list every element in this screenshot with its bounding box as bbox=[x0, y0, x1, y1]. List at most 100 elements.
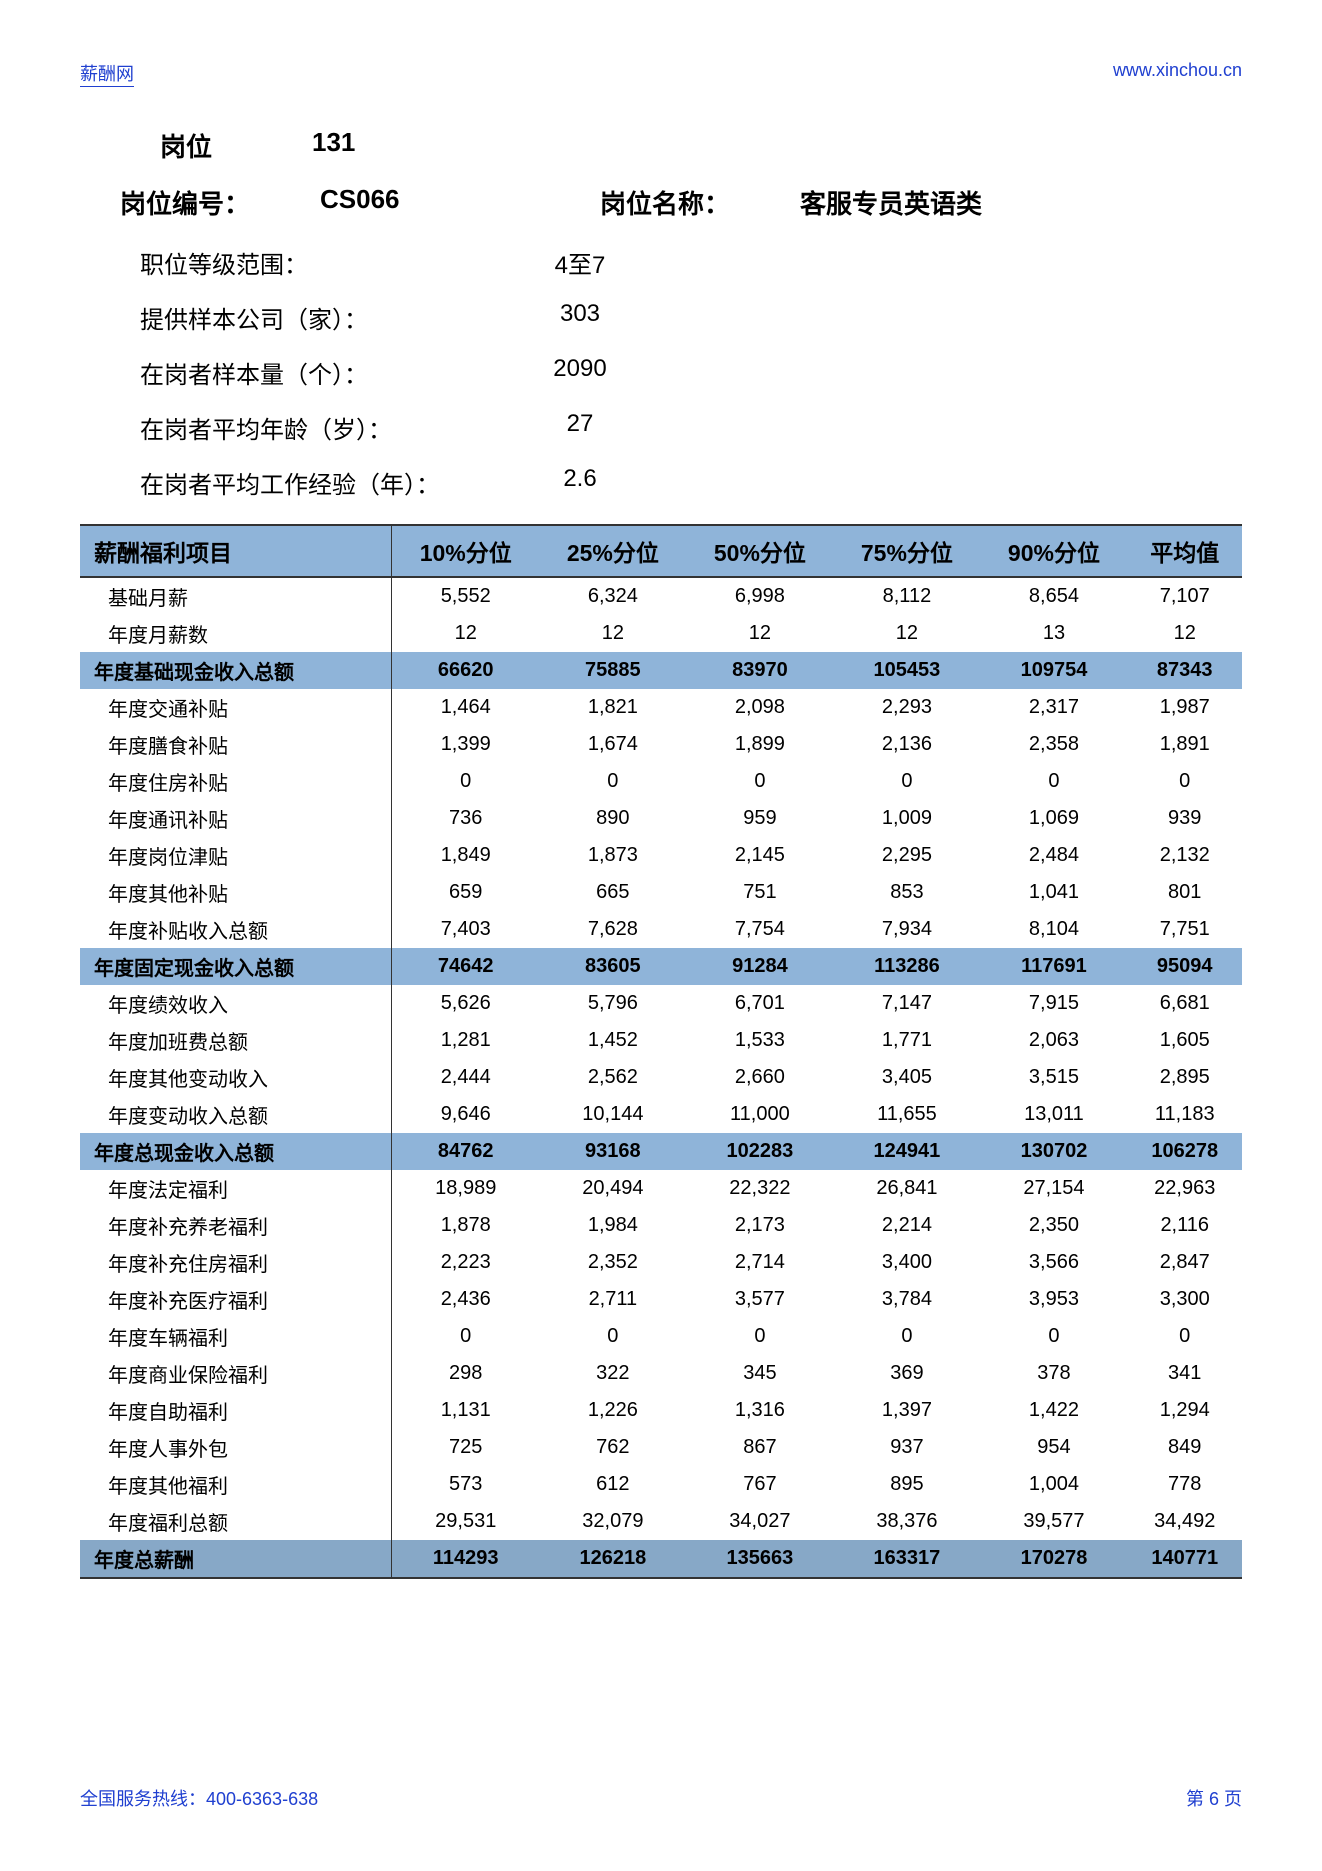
table-cell: 93168 bbox=[539, 1133, 686, 1170]
table-cell: 7,147 bbox=[833, 985, 980, 1022]
table-cell: 18,989 bbox=[392, 1170, 540, 1207]
page-header: 薪酬网 www.xinchou.cn bbox=[80, 60, 1242, 87]
table-row: 年度补充养老福利1,8781,9842,1732,2142,3502,116 bbox=[80, 1207, 1242, 1244]
table-cell: 3,577 bbox=[686, 1281, 833, 1318]
site-url-link[interactable]: www.xinchou.cn bbox=[1113, 60, 1242, 87]
table-row: 年度商业保险福利298322345369378341 bbox=[80, 1355, 1242, 1392]
table-cell: 778 bbox=[1127, 1466, 1242, 1503]
table-cell: 11,655 bbox=[833, 1096, 980, 1133]
info-value: 2.6 bbox=[520, 465, 640, 500]
table-row: 年度法定福利18,98920,49422,32226,84127,15422,9… bbox=[80, 1170, 1242, 1207]
table-cell: 659 bbox=[392, 874, 540, 911]
table-cell: 1,069 bbox=[980, 800, 1127, 837]
table-cell: 0 bbox=[539, 1318, 686, 1355]
table-cell: 2,714 bbox=[686, 1244, 833, 1281]
table-cell: 2,132 bbox=[1127, 837, 1242, 874]
table-cell: 9,646 bbox=[392, 1096, 540, 1133]
table-cell: 3,566 bbox=[980, 1244, 1127, 1281]
table-cell: 3,953 bbox=[980, 1281, 1127, 1318]
table-cell: 0 bbox=[980, 763, 1127, 800]
table-row-label: 年度福利总额 bbox=[80, 1503, 392, 1540]
table-row-label: 基础月薪 bbox=[80, 577, 392, 615]
table-row: 年度其他变动收入2,4442,5622,6603,4053,5152,895 bbox=[80, 1059, 1242, 1096]
table-cell: 3,300 bbox=[1127, 1281, 1242, 1318]
table-cell: 2,444 bbox=[392, 1059, 540, 1096]
position-info-row: 岗位编号： CS066 岗位名称： 客服专员英语类 bbox=[80, 184, 1242, 221]
table-cell: 170278 bbox=[980, 1540, 1127, 1578]
table-cell: 2,295 bbox=[833, 837, 980, 874]
table-row-label: 年度其他变动收入 bbox=[80, 1059, 392, 1096]
table-cell: 890 bbox=[539, 800, 686, 837]
table-row-label: 年度加班费总额 bbox=[80, 1022, 392, 1059]
info-label: 在岗者平均工作经验（年）： bbox=[140, 465, 520, 500]
table-cell: 8,104 bbox=[980, 911, 1127, 948]
table-row: 年度膳食补贴1,3991,6741,8992,1362,3581,891 bbox=[80, 726, 1242, 763]
info-value: 4至7 bbox=[520, 245, 640, 280]
table-cell: 3,784 bbox=[833, 1281, 980, 1318]
table-row-label: 年度总现金收入总额 bbox=[80, 1133, 392, 1170]
table-cell: 83970 bbox=[686, 652, 833, 689]
table-cell: 954 bbox=[980, 1429, 1127, 1466]
position-label: 岗位 bbox=[160, 127, 212, 164]
table-cell: 2,484 bbox=[980, 837, 1127, 874]
table-cell: 7,754 bbox=[686, 911, 833, 948]
table-cell: 849 bbox=[1127, 1429, 1242, 1466]
table-row-label: 年度补充医疗福利 bbox=[80, 1281, 392, 1318]
table-cell: 7,628 bbox=[539, 911, 686, 948]
table-cell: 34,027 bbox=[686, 1503, 833, 1540]
footer-page-number: 第 6 页 bbox=[1186, 1785, 1242, 1811]
table-cell: 378 bbox=[980, 1355, 1127, 1392]
table-cell: 75885 bbox=[539, 652, 686, 689]
site-name-link[interactable]: 薪酬网 bbox=[80, 60, 134, 87]
info-row: 提供样本公司（家）：303 bbox=[140, 300, 1242, 335]
info-row: 在岗者样本量（个）：2090 bbox=[140, 355, 1242, 390]
table-cell: 12 bbox=[686, 615, 833, 652]
table-cell: 95094 bbox=[1127, 948, 1242, 985]
table-cell: 2,116 bbox=[1127, 1207, 1242, 1244]
table-cell: 126218 bbox=[539, 1540, 686, 1578]
table-row-label: 年度补充养老福利 bbox=[80, 1207, 392, 1244]
table-cell: 1,009 bbox=[833, 800, 980, 837]
table-row: 年度固定现金收入总额746428360591284113286117691950… bbox=[80, 948, 1242, 985]
table-cell: 8,112 bbox=[833, 577, 980, 615]
table-cell: 1,821 bbox=[539, 689, 686, 726]
table-row-label: 年度补充住房福利 bbox=[80, 1244, 392, 1281]
table-cell: 1,422 bbox=[980, 1392, 1127, 1429]
table-cell: 2,711 bbox=[539, 1281, 686, 1318]
table-row-label: 年度其他福利 bbox=[80, 1466, 392, 1503]
table-cell: 29,531 bbox=[392, 1503, 540, 1540]
table-row-label: 年度人事外包 bbox=[80, 1429, 392, 1466]
table-cell: 665 bbox=[539, 874, 686, 911]
table-cell: 7,403 bbox=[392, 911, 540, 948]
table-row: 年度补充医疗福利2,4362,7113,5773,7843,9533,300 bbox=[80, 1281, 1242, 1318]
table-cell: 341 bbox=[1127, 1355, 1242, 1392]
table-cell: 7,107 bbox=[1127, 577, 1242, 615]
table-cell: 1,226 bbox=[539, 1392, 686, 1429]
position-code-label: 岗位编号： bbox=[120, 184, 320, 221]
table-cell: 113286 bbox=[833, 948, 980, 985]
table-column-header: 10%分位 bbox=[392, 525, 540, 577]
table-cell: 5,552 bbox=[392, 577, 540, 615]
table-cell: 87343 bbox=[1127, 652, 1242, 689]
table-cell: 163317 bbox=[833, 1540, 980, 1578]
table-cell: 612 bbox=[539, 1466, 686, 1503]
table-cell: 7,934 bbox=[833, 911, 980, 948]
table-cell: 6,324 bbox=[539, 577, 686, 615]
table-cell: 7,751 bbox=[1127, 911, 1242, 948]
table-cell: 32,079 bbox=[539, 1503, 686, 1540]
table-cell: 0 bbox=[686, 1318, 833, 1355]
table-cell: 12 bbox=[392, 615, 540, 652]
table-row: 年度通讯补贴7368909591,0091,069939 bbox=[80, 800, 1242, 837]
table-cell: 736 bbox=[392, 800, 540, 837]
table-column-header: 50%分位 bbox=[686, 525, 833, 577]
table-cell: 105453 bbox=[833, 652, 980, 689]
info-value: 303 bbox=[520, 300, 640, 335]
table-cell: 3,405 bbox=[833, 1059, 980, 1096]
table-cell: 1,984 bbox=[539, 1207, 686, 1244]
table-cell: 0 bbox=[980, 1318, 1127, 1355]
table-cell: 13,011 bbox=[980, 1096, 1127, 1133]
table-row: 年度补充住房福利2,2232,3522,7143,4003,5662,847 bbox=[80, 1244, 1242, 1281]
table-cell: 2,352 bbox=[539, 1244, 686, 1281]
info-value: 27 bbox=[520, 410, 640, 445]
table-row: 年度补贴收入总额7,4037,6287,7547,9348,1047,751 bbox=[80, 911, 1242, 948]
